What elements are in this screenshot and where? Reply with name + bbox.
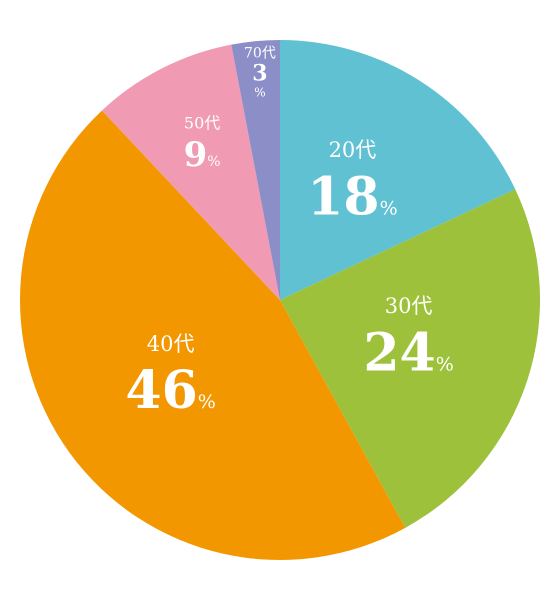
slice-value-label: 18% — [307, 166, 397, 227]
pie-slice-2 — [280, 189, 540, 528]
slice-value-label: 46% — [125, 360, 215, 421]
slice-category-label: 50代 — [184, 113, 220, 132]
slice-value-label: 3 — [252, 61, 267, 87]
pie-slice-4 — [102, 44, 280, 300]
slice-category-label: 20代 — [329, 138, 377, 162]
pie-slice-3 — [20, 110, 406, 561]
slice-value-label: 9% — [184, 135, 221, 175]
slice-category-label: 30代 — [385, 294, 433, 318]
pie-slices — [20, 40, 540, 561]
pie-slice-1 — [280, 40, 516, 300]
pie-slice-5 — [231, 40, 280, 300]
slice-category-label: 40代 — [147, 332, 195, 356]
slice-category-label: 70代 — [244, 46, 276, 62]
slice-unit-label: % — [254, 86, 265, 100]
slice-value-label: 24% — [363, 322, 453, 383]
